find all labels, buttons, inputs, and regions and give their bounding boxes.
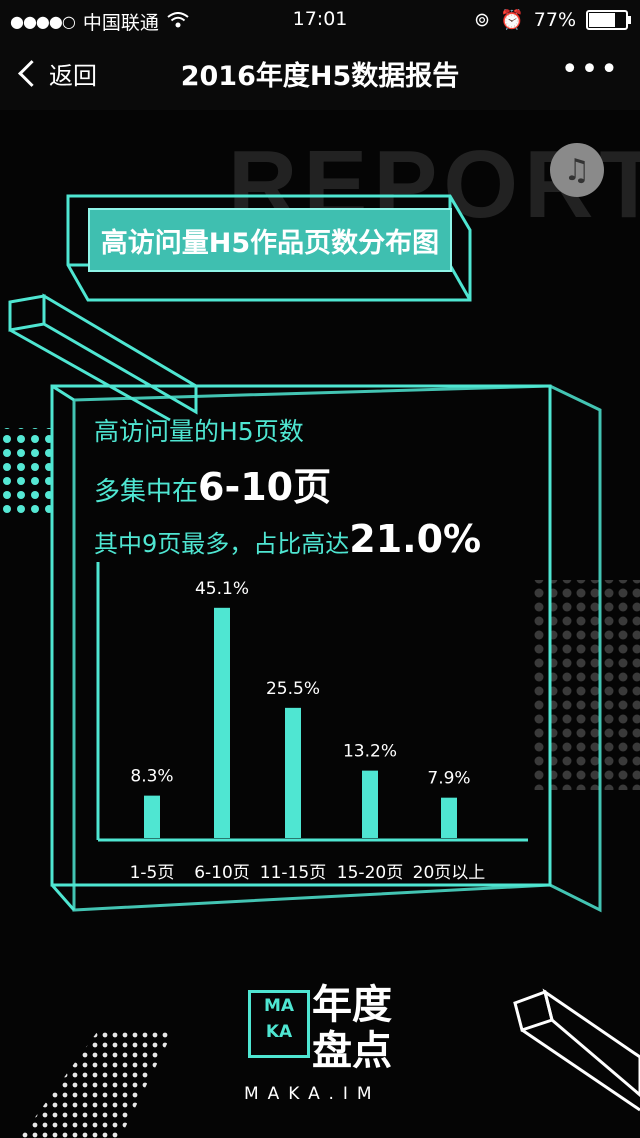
white-dot-pattern xyxy=(20,1028,175,1138)
brand-title: 年度 盘点 xyxy=(312,982,392,1074)
wifi-icon xyxy=(167,11,189,33)
stats-line3-value: 21.0% xyxy=(349,517,482,561)
category-label: 15-20页 xyxy=(337,863,403,883)
chart-heading: 高访问量H5作品页数分布图 xyxy=(88,208,452,272)
stats-line2: 多集中在6-10页 xyxy=(94,456,524,511)
brand-title-1: 年度 xyxy=(312,982,392,1028)
bar-3 xyxy=(285,707,301,838)
bar-5 xyxy=(441,797,457,838)
chart-heading-text: 高访问量H5作品页数分布图 xyxy=(100,227,440,259)
bar-value-label: 7.9% xyxy=(427,769,470,789)
page-title: 2016年度H5数据报告 xyxy=(180,61,460,92)
nav-bar: 返回 2016年度H5数据报告 ••• xyxy=(0,38,640,110)
music-icon[interactable]: ♫ xyxy=(550,143,604,197)
category-label: 1-5页 xyxy=(130,863,175,883)
signal-icon: ●●●●○ xyxy=(10,12,76,31)
battery-icon xyxy=(586,9,631,30)
bar-4 xyxy=(362,770,378,838)
bar-1 xyxy=(144,795,160,838)
teal-dot-pattern xyxy=(0,428,56,514)
bar-value-label: 13.2% xyxy=(343,742,397,762)
brand-title-2: 盘点 xyxy=(312,1028,392,1074)
maka-logo-line1: MA xyxy=(263,996,295,1016)
battery-percent: 77% xyxy=(533,8,576,31)
status-bar: ●●●●○ 中国联通 17:01 ⊚ ⏰ 77% xyxy=(0,0,640,38)
stats-line3: 其中9页最多，占比高达21.0% xyxy=(94,517,524,561)
bar-value-label: 45.1% xyxy=(195,579,249,599)
maka-brand: MA KA 年度 盘点 MAKA.IM xyxy=(240,980,410,1110)
stats-line2-prefix: 多集中在 xyxy=(94,477,199,507)
report-content: REPORT ♫ 高访问量H5作品页数分布图 高访问量的H5 xyxy=(0,110,640,1138)
maka-logo-line2: KA xyxy=(265,1022,293,1042)
alarm-icon: ⏰ xyxy=(500,9,524,31)
bar-chart: 8.3% 1-5页 45.1% 6-10页 25.5% 11-15页 13.2% 15-20页… xyxy=(96,562,528,883)
status-time: 17:01 xyxy=(292,8,348,30)
maka-logo: MA KA xyxy=(248,990,310,1058)
stats-line2-value: 6-10页 xyxy=(198,465,332,509)
stats-line3-prefix: 其中9页最多，占比高达 xyxy=(94,530,350,558)
carrier-label: 中国联通 xyxy=(82,12,159,34)
gray-dot-pattern xyxy=(530,580,640,790)
bar-2 xyxy=(214,607,230,838)
bar-value-label: 25.5% xyxy=(266,679,320,699)
category-label: 11-15页 xyxy=(260,863,326,883)
bar-value-label: 8.3% xyxy=(130,767,173,787)
rotation-lock-icon: ⊚ xyxy=(474,8,491,31)
category-label: 20页以上 xyxy=(413,863,486,883)
back-label: 返回 xyxy=(49,62,97,90)
stats-block: 高访问量的H5页数 多集中在6-10页 其中9页最多，占比高达21.0% xyxy=(94,412,524,561)
stats-line1: 高访问量的H5页数 xyxy=(94,417,304,446)
battery-fill xyxy=(589,12,616,27)
back-button[interactable]: 返回 xyxy=(16,56,97,91)
more-button[interactable]: ••• xyxy=(560,52,620,87)
status-right: ⊚ ⏰ 77% xyxy=(474,8,631,31)
brand-site: MAKA.IM xyxy=(244,1084,381,1104)
category-label: 6-10页 xyxy=(194,863,250,883)
status-left: ●●●●○ 中国联通 xyxy=(10,8,189,35)
